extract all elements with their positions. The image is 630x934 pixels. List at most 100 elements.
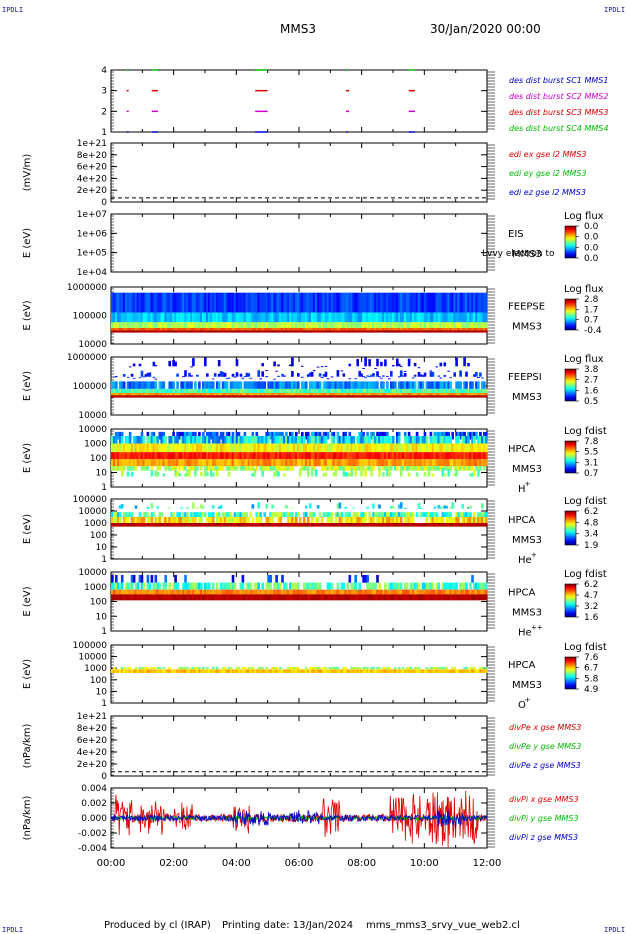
colorbar bbox=[564, 510, 577, 546]
colorbar-tick-label: 1.7 bbox=[584, 305, 598, 315]
footer-produced-by: Produced by cl (IRAP) bbox=[104, 920, 211, 931]
x-tick-label: 04:00 bbox=[222, 858, 251, 869]
feeps-electron-spectrogram bbox=[111, 292, 488, 333]
colorbar-title: Log flux bbox=[564, 284, 604, 295]
species-charge: + bbox=[525, 480, 531, 488]
colorbar-tick-label: 4.9 bbox=[584, 685, 599, 695]
y-tick-label: 1e+21 bbox=[77, 712, 107, 722]
panel-frame bbox=[110, 715, 488, 777]
colorbar-tick-label: 0.0 bbox=[584, 243, 599, 253]
spacecraft-label: MMS3 bbox=[512, 535, 542, 546]
panel-frame bbox=[110, 69, 488, 133]
y-tick-label: 10000 bbox=[78, 340, 107, 350]
y-tick-label: 100000 bbox=[73, 312, 108, 322]
datetime-title: 30/Jan/2020 00:00 bbox=[430, 22, 541, 36]
y-tick-label: 10000 bbox=[78, 425, 107, 435]
colorbar-title: Log fdist bbox=[564, 426, 607, 437]
legend-entry: des dist burst SC3 MMS3 bbox=[509, 108, 608, 117]
colorbar-tick-label: 0.5 bbox=[584, 397, 598, 407]
y-tick-label: 4e+20 bbox=[77, 174, 108, 184]
y-axis-label: E (eV) bbox=[22, 228, 33, 258]
y-tick-label: 8e+20 bbox=[77, 724, 108, 734]
species-label: H bbox=[518, 484, 526, 495]
y-tick-label: -0.002 bbox=[78, 829, 107, 839]
feeps-ion-spectrogram bbox=[111, 357, 488, 398]
x-tick-label: 06:00 bbox=[285, 858, 314, 869]
species-charge: ++ bbox=[531, 624, 543, 632]
x-tick-label: 02:00 bbox=[159, 858, 188, 869]
y-tick-label: 10000 bbox=[78, 507, 107, 517]
colorbar-tick-label: 0.7 bbox=[584, 316, 598, 326]
instrument-label: HPCA bbox=[508, 515, 536, 526]
legend-entry: divPi z gse MMS3 bbox=[509, 833, 578, 842]
colorbar-tick-label: 6.2 bbox=[584, 580, 598, 590]
colorbar-title: Log fdist bbox=[564, 642, 607, 653]
colorbar-tick-label: 7.8 bbox=[584, 437, 599, 447]
y-tick-label: 2e+20 bbox=[77, 186, 108, 196]
y-axis-label: (nPa/km) bbox=[22, 724, 33, 769]
colorbar-tick-label: 6.2 bbox=[584, 507, 598, 517]
instrument-label: FEEPSI bbox=[508, 372, 542, 383]
legend-entry: des dist burst SC1 MMS1 bbox=[509, 76, 608, 85]
y-tick-label: 0.000 bbox=[81, 814, 107, 824]
y-tick-label: 1000 bbox=[84, 664, 107, 674]
y-tick-label: 8e+20 bbox=[77, 151, 108, 161]
x-tick-label: 08:00 bbox=[347, 858, 376, 869]
y-tick-label: 1e+04 bbox=[77, 268, 108, 278]
y-tick-label: 0 bbox=[101, 772, 107, 782]
footer-printing-date: Printing date: 13/Jan/2024 bbox=[222, 920, 354, 931]
corner-label-bl: IPDLI bbox=[2, 926, 24, 934]
y-tick-label: 1 bbox=[101, 555, 107, 565]
colorbar-tick-label: 3.1 bbox=[584, 458, 598, 468]
species-charge: + bbox=[531, 551, 537, 559]
y-tick-label: 3 bbox=[101, 87, 107, 97]
y-tick-label: 10000 bbox=[78, 568, 107, 578]
y-tick-label: 100 bbox=[90, 676, 107, 686]
colorbar-tick-label: 1.6 bbox=[584, 386, 599, 396]
colorbar-title: Log flux bbox=[564, 354, 604, 365]
colorbar bbox=[564, 583, 577, 618]
y-axis-label: (mV/m) bbox=[22, 154, 33, 192]
legend-entry: edi ey gse l2 MMS3 bbox=[509, 169, 587, 178]
divpi-z-series bbox=[110, 809, 488, 828]
colorbar bbox=[564, 440, 577, 474]
y-tick-label: 10 bbox=[96, 469, 108, 479]
colorbar-tick-label: 6.7 bbox=[584, 664, 598, 674]
y-tick-label: 4 bbox=[101, 66, 107, 76]
legend-entry: des dist burst SC2 MMS2 bbox=[509, 92, 608, 101]
y-axis-label: (nPa/km) bbox=[22, 796, 33, 841]
colorbar-tick-label: 5.8 bbox=[584, 674, 599, 684]
colorbar-tick-label: 1.6 bbox=[584, 613, 599, 623]
panel-frame bbox=[110, 571, 488, 632]
legend-entry: divPe z gse MMS3 bbox=[509, 761, 581, 770]
y-tick-label: 0.004 bbox=[81, 784, 107, 794]
y-axis-label: E (eV) bbox=[22, 586, 33, 616]
y-axis-label: E (eV) bbox=[22, 371, 33, 401]
y-tick-label: 100000 bbox=[73, 641, 108, 651]
corner-label-tr: IPDLI bbox=[604, 6, 626, 14]
colorbar bbox=[564, 368, 577, 402]
y-tick-label: 10 bbox=[96, 543, 108, 553]
spacecraft-label: MMS3 bbox=[512, 464, 542, 475]
hpca-he-spectrogram bbox=[111, 502, 488, 527]
panel-frame bbox=[110, 498, 488, 560]
colorbar-tick-label: 0.0 bbox=[584, 254, 599, 264]
hpca-o-spectrogram bbox=[111, 667, 488, 673]
instrument-label: HPCA bbox=[508, 660, 536, 671]
colorbar-tick-label: 4.7 bbox=[584, 591, 598, 601]
y-tick-label: 1e+06 bbox=[77, 229, 108, 239]
legend-entry: divPe y gse MMS3 bbox=[509, 742, 581, 751]
y-tick-label: 1e+05 bbox=[77, 249, 107, 259]
y-tick-label: 1000 bbox=[84, 583, 107, 593]
spacecraft-label: MMS3 bbox=[512, 392, 542, 403]
y-tick-label: 100 bbox=[90, 598, 107, 608]
species-label: He bbox=[518, 628, 532, 639]
y-tick-label: 10 bbox=[96, 687, 108, 697]
legend-entry: divPi y gse MMS3 bbox=[509, 814, 579, 823]
colorbar-tick-label: 3.2 bbox=[584, 602, 598, 612]
y-tick-label: 4e+20 bbox=[77, 748, 108, 758]
legend-entry: divPe x gse MMS3 bbox=[509, 723, 581, 732]
y-tick-label: 100 bbox=[90, 531, 107, 541]
instrument-label: HPCA bbox=[508, 444, 536, 455]
